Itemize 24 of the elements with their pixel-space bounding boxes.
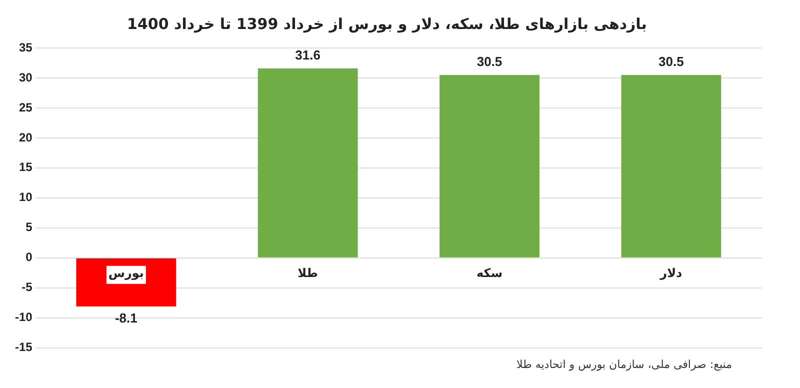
data-label: -8.1	[114, 310, 138, 326]
y-tick-label: 5	[26, 220, 33, 234]
chart-title: بازدهی بازارهای طلا، سکه، دلار و بورس از خرداد 1399 تا خرداد 1400	[127, 14, 647, 33]
y-tick-label: -5	[22, 280, 33, 294]
x-tick-label: سکه	[476, 266, 503, 280]
bar	[258, 68, 358, 258]
y-tick-label: -10	[15, 310, 33, 324]
bar	[621, 74, 722, 258]
y-tick-label: 10	[18, 190, 33, 204]
x-tick-label: طلا	[298, 266, 318, 280]
data-label: 30.5	[658, 54, 684, 70]
y-tick-label: 30	[18, 70, 33, 84]
x-tick-label: بورس	[108, 266, 144, 280]
y-tick-label: 0	[26, 250, 33, 264]
data-label: 31.6	[295, 47, 320, 62]
y-tick-label: 20	[18, 130, 33, 144]
y-tick-label: 35	[18, 40, 33, 54]
bar	[440, 74, 540, 258]
text: منبع: صرافی ملی، سازمان بورس و اتحادیه طلا	[516, 358, 733, 371]
y-tick-label: -15	[15, 340, 33, 354]
y-tick-label: 25	[18, 100, 33, 114]
y-tick-label: 15	[18, 160, 33, 174]
data-label: 30.5	[476, 54, 502, 70]
x-tick-label: دلار	[659, 266, 682, 280]
